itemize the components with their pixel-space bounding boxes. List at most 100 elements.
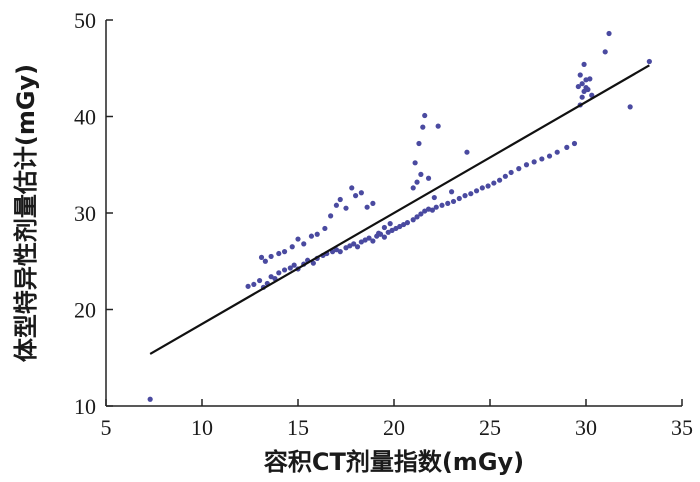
data-point [337, 249, 343, 255]
x-tick-label: 15 [287, 415, 309, 440]
data-point [366, 235, 372, 241]
data-point [389, 227, 395, 233]
data-point [581, 61, 587, 67]
y-tick-label: 20 [74, 298, 96, 323]
x-tick-label: 25 [479, 415, 501, 440]
data-point [464, 149, 470, 155]
data-point [147, 396, 153, 402]
x-tick-label: 5 [101, 415, 112, 440]
data-point [410, 185, 416, 191]
data-point [602, 49, 608, 55]
data-point [473, 188, 480, 194]
data-point [435, 123, 441, 129]
data-point [358, 190, 364, 196]
data-point [322, 225, 328, 232]
data-point [376, 230, 382, 236]
data-point [308, 233, 315, 239]
data-point [433, 204, 439, 210]
data-point [333, 202, 339, 208]
data-point [370, 238, 376, 244]
data-point [343, 205, 349, 211]
y-tick-label: 40 [74, 105, 96, 130]
x-tick-label: 35 [671, 415, 693, 440]
x-tick-label: 10 [191, 415, 213, 440]
regression-line [149, 64, 650, 355]
data-point [381, 224, 387, 231]
data-point [420, 124, 426, 130]
data-point [257, 277, 263, 284]
data-point [397, 223, 403, 230]
data-point [347, 243, 353, 249]
data-point [523, 162, 530, 168]
data-point [479, 185, 485, 191]
data-point [564, 144, 570, 150]
data-point [289, 244, 295, 250]
data-point [585, 86, 591, 93]
data-point [276, 270, 282, 276]
data-point [281, 249, 288, 255]
data-point [468, 191, 474, 197]
data-point [281, 267, 288, 273]
data-point [262, 258, 268, 264]
data-point [385, 229, 391, 235]
data-point [245, 283, 251, 289]
data-point [404, 220, 411, 226]
data-point [571, 140, 578, 147]
data-point [539, 156, 545, 162]
data-point [418, 171, 424, 177]
data-point [328, 213, 334, 219]
data-point [370, 200, 376, 206]
data-point [491, 180, 497, 186]
data-point [291, 262, 297, 268]
data-point [310, 260, 316, 266]
data-point [414, 179, 420, 185]
data-point [581, 88, 587, 95]
data-point [646, 58, 652, 65]
data-point [349, 185, 355, 191]
data-point [358, 239, 364, 245]
data-point [301, 241, 307, 247]
x-axis-title: 容积CT剂量指数(mGy) [264, 448, 524, 476]
data-point [431, 194, 437, 201]
data-point [251, 281, 257, 288]
data-point [351, 241, 357, 247]
data-point [333, 247, 339, 253]
data-point [258, 254, 265, 260]
y-ticks: 10 20 30 40 50 [74, 8, 113, 419]
data-point [314, 231, 320, 237]
data-point [502, 173, 508, 179]
x-ticks: 5 10 15 20 25 30 35 [101, 399, 693, 440]
data-point [445, 200, 451, 206]
fit-line-group [149, 64, 650, 355]
data-point [364, 204, 370, 210]
data-point [450, 198, 457, 205]
x-tick-label: 30 [575, 415, 597, 440]
data-point [268, 253, 274, 260]
data-point [401, 221, 407, 228]
data-point [439, 202, 445, 208]
data-point [393, 225, 399, 232]
data-point [508, 169, 514, 176]
data-point [353, 193, 359, 199]
data-point [268, 274, 274, 280]
data-point [414, 214, 420, 220]
data-point [531, 159, 537, 165]
y-axis-title: 体型特异性剂量估计(mGy) [12, 64, 40, 362]
data-point [589, 92, 595, 98]
data-point [387, 221, 393, 227]
data-point [546, 153, 553, 159]
data-point [606, 30, 612, 37]
data-point [422, 208, 428, 214]
data-point [425, 175, 432, 181]
data-point [295, 236, 301, 242]
data-point [337, 196, 343, 203]
data-point [575, 83, 581, 90]
data-point [287, 265, 293, 271]
data-point [456, 195, 462, 202]
data-point [516, 166, 522, 172]
x-tick-label: 20 [383, 415, 405, 440]
y-tick-label: 30 [74, 201, 96, 226]
data-points [147, 30, 652, 402]
y-tick-label: 10 [74, 394, 96, 419]
